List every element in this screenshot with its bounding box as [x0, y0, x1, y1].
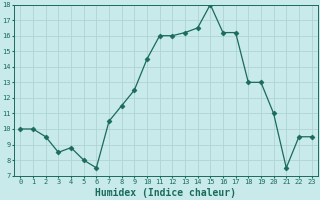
X-axis label: Humidex (Indice chaleur): Humidex (Indice chaleur): [95, 188, 236, 198]
